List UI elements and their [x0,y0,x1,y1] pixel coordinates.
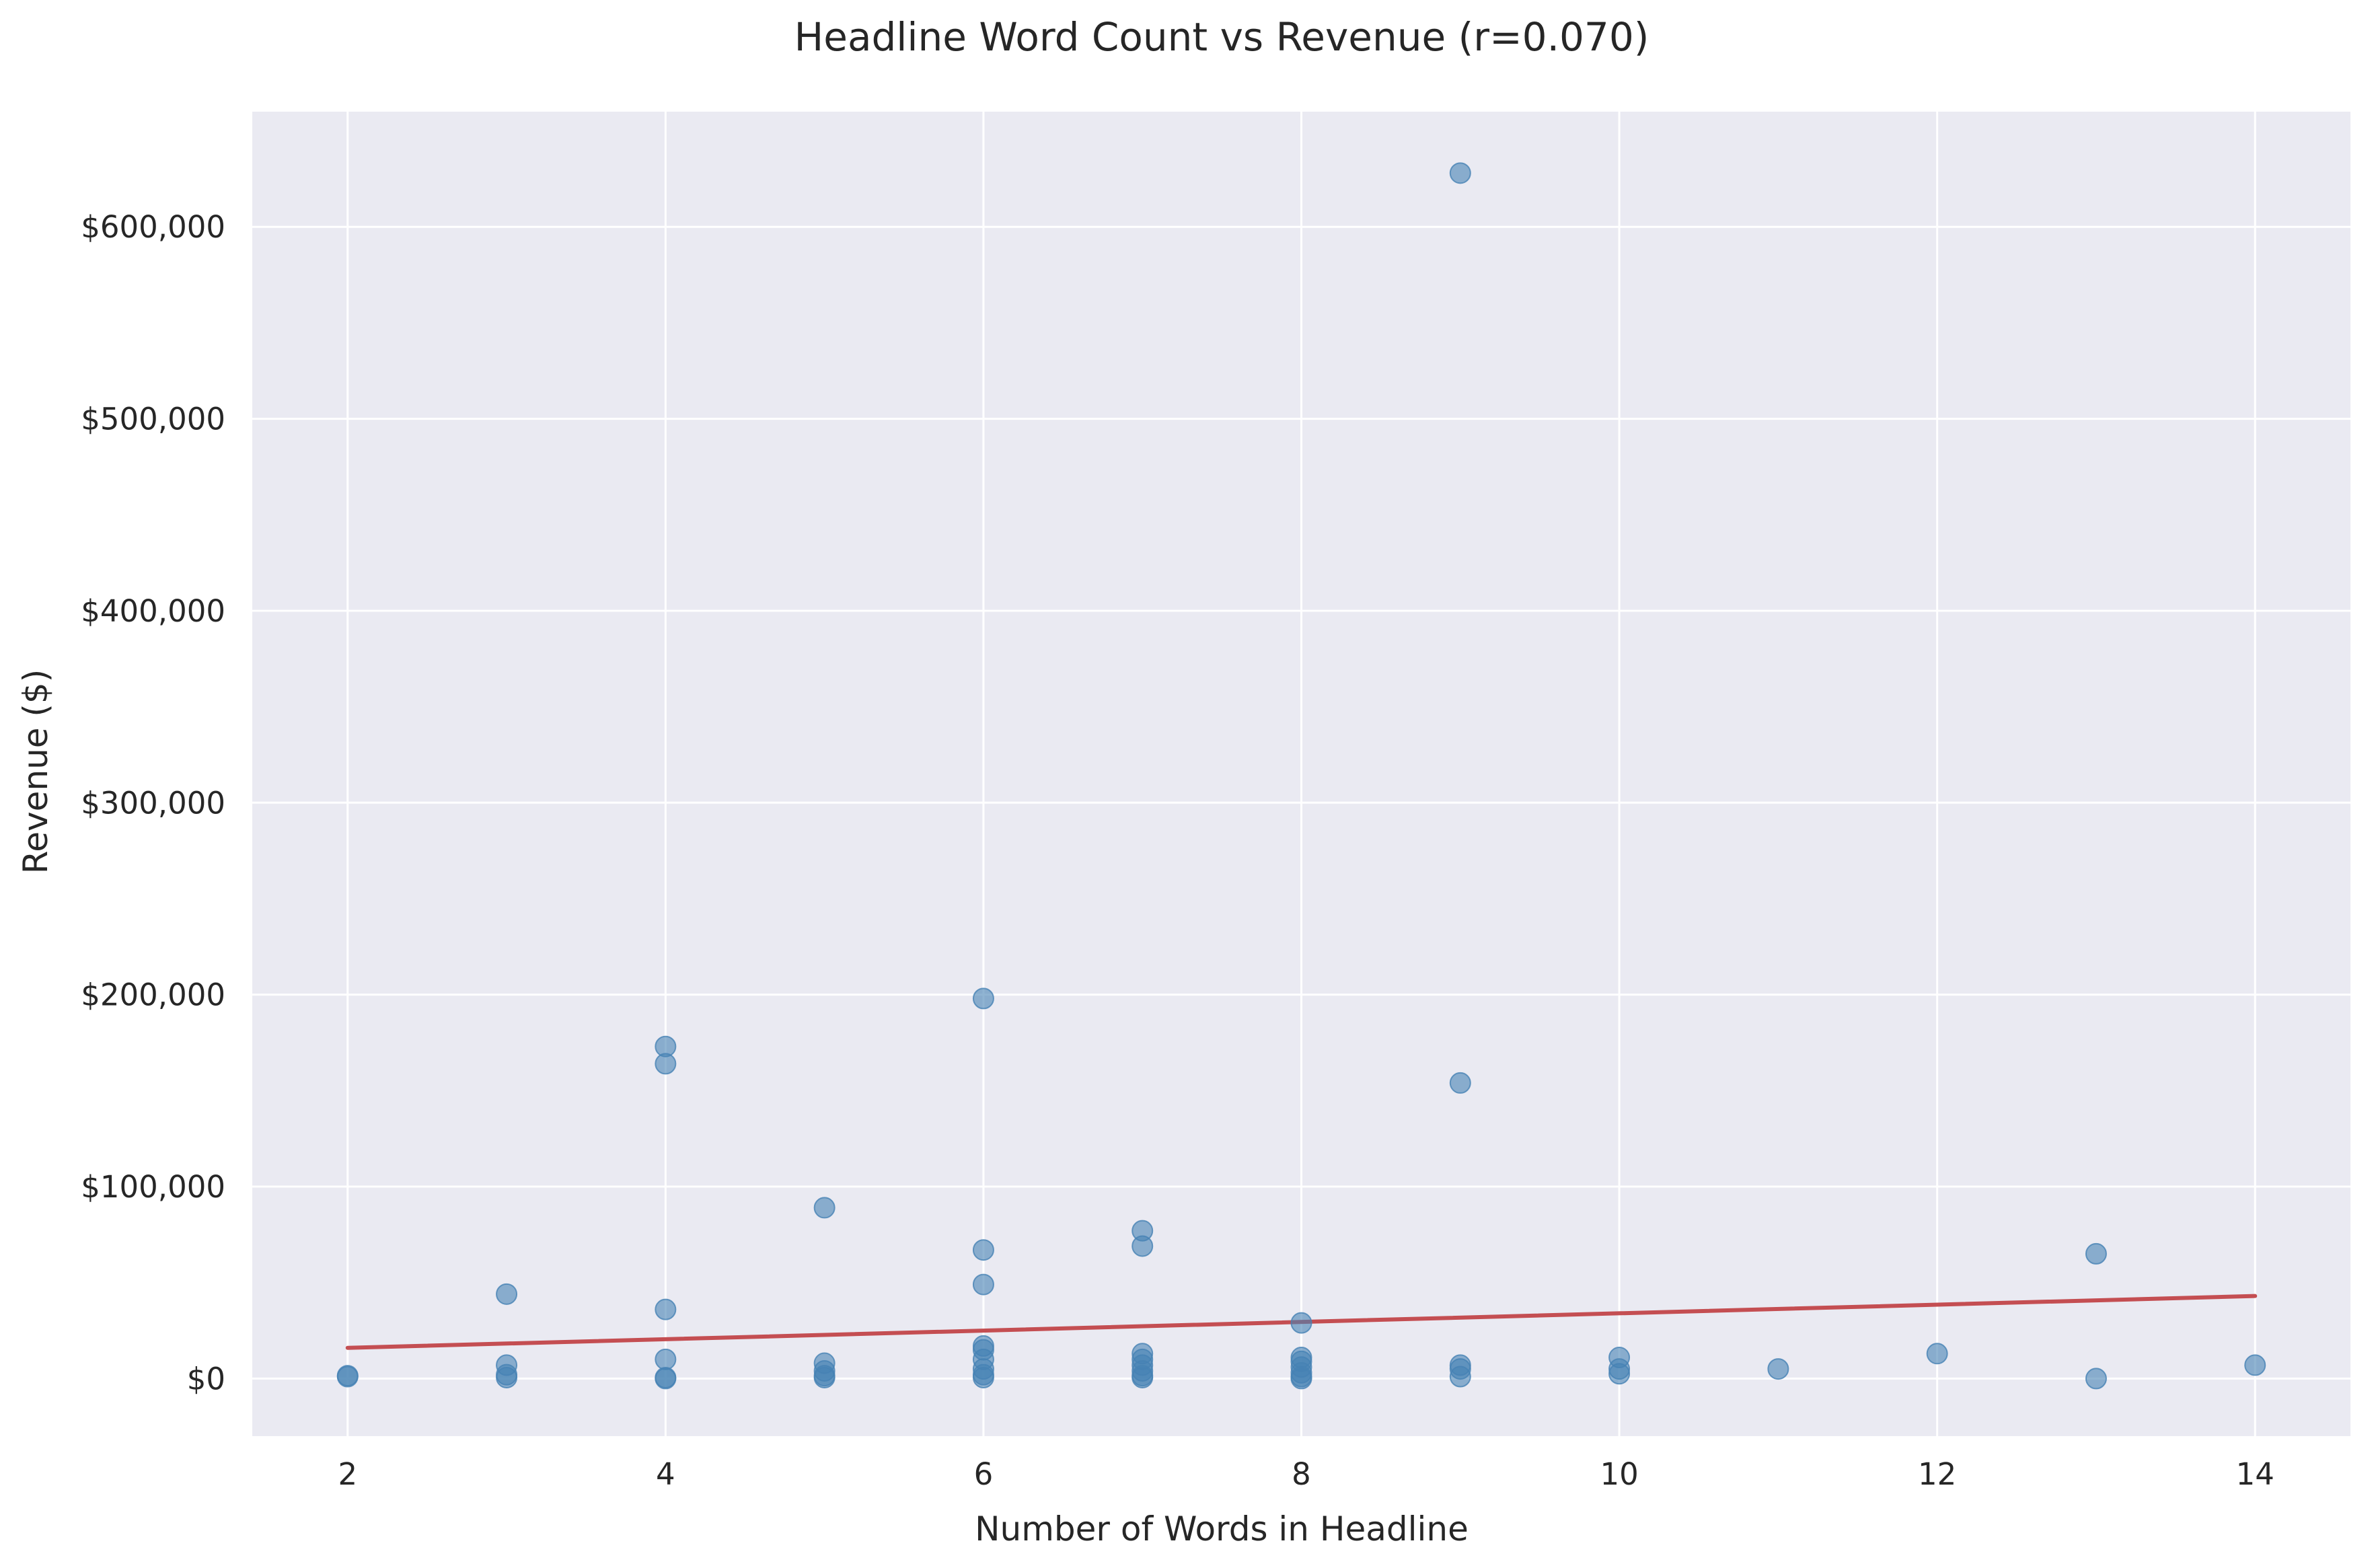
data-point [655,1053,677,1075]
x-tick-label: 4 [656,1456,675,1492]
y-tick-label: $200,000 [81,977,225,1013]
data-point [1926,1343,1948,1365]
data-point [972,1273,994,1296]
data-point [2244,1354,2266,1376]
x-tick-label: 8 [1292,1456,1311,1492]
data-point [336,1365,359,1387]
y-tick-label: $100,000 [81,1169,225,1205]
data-point [813,1366,836,1388]
y-tick-label: $500,000 [81,402,225,437]
data-point [655,1298,677,1320]
chart-title: Headline Word Count vs Revenue (r=0.070) [794,14,1649,60]
y-tick-label: $300,000 [81,785,225,821]
x-tick-label: 12 [1918,1456,1956,1492]
data-point [1449,1366,1471,1388]
data-point [655,1348,677,1370]
y-tick-label: $400,000 [81,593,225,629]
data-point [972,1366,994,1388]
data-point [1290,1312,1312,1334]
data-point [972,987,994,1010]
x-tick-label: 2 [338,1456,357,1492]
x-axis-label: Number of Words in Headline [975,1509,1469,1548]
x-tick-label: 6 [974,1456,994,1492]
data-point [1449,162,1471,184]
x-tick-label: 14 [2236,1456,2274,1492]
data-point [1290,1368,1312,1390]
y-axis-label: Revenue ($) [16,669,55,874]
data-point [1449,1072,1471,1094]
data-point [2085,1242,2107,1265]
data-point [2085,1368,2107,1390]
data-point [972,1239,994,1261]
data-point [1132,1366,1154,1388]
data-point [1132,1235,1154,1257]
y-tick-label: $600,000 [81,209,225,245]
y-tick-label: $0 [187,1361,225,1396]
data-point [496,1366,518,1388]
data-point [813,1197,836,1219]
x-tick-label: 10 [1600,1456,1638,1492]
data-point [1608,1363,1631,1385]
data-point [655,1368,677,1390]
data-point [496,1283,518,1305]
data-point [1767,1358,1789,1380]
